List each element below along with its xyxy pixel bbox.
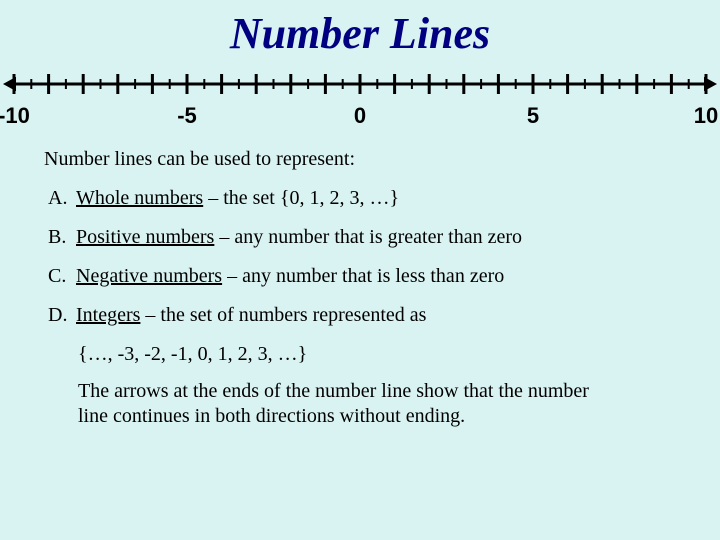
term-whole-numbers: Whole numbers bbox=[76, 187, 203, 209]
number-line: -10 -5 0 5 10 bbox=[0, 67, 720, 137]
definition-item-a: A. Whole numbers – the set {0, 1, 2, 3, … bbox=[48, 186, 676, 211]
definition-text: Whole numbers – the set {0, 1, 2, 3, …} bbox=[76, 186, 399, 211]
intro-text: Number lines can be used to represent: bbox=[44, 147, 676, 172]
definition-item-c: C. Negative numbers – any number that is… bbox=[48, 264, 676, 289]
axis-label: -10 bbox=[0, 103, 30, 129]
closing-text: The arrows at the ends of the number lin… bbox=[44, 379, 604, 429]
content-body: Number lines can be used to represent: A… bbox=[0, 137, 720, 429]
integers-set-text: {…, -3, -2, -1, 0, 1, 2, 3, …} bbox=[44, 342, 676, 367]
axis-label: 5 bbox=[527, 103, 539, 129]
definition-text: Integers – the set of numbers represente… bbox=[76, 303, 426, 328]
definition-item-b: B. Positive numbers – any number that is… bbox=[48, 225, 676, 250]
term-negative-numbers: Negative numbers bbox=[76, 265, 222, 287]
term-integers: Integers bbox=[76, 304, 140, 326]
definition-text: Negative numbers – any number that is le… bbox=[76, 264, 504, 289]
def-rest: – any number that is less than zero bbox=[222, 265, 504, 287]
def-rest: – any number that is greater than zero bbox=[214, 226, 522, 248]
axis-label: -5 bbox=[177, 103, 197, 129]
def-rest: – the set of numbers represented as bbox=[140, 304, 426, 326]
list-letter: D. bbox=[48, 303, 76, 328]
def-rest: – the set {0, 1, 2, 3, …} bbox=[203, 187, 399, 209]
list-letter: C. bbox=[48, 264, 76, 289]
number-line-svg bbox=[0, 67, 720, 101]
list-letter: A. bbox=[48, 186, 76, 211]
list-letter: B. bbox=[48, 225, 76, 250]
definition-item-d: D. Integers – the set of numbers represe… bbox=[48, 303, 676, 328]
definition-list: A. Whole numbers – the set {0, 1, 2, 3, … bbox=[44, 186, 676, 328]
axis-label: 10 bbox=[694, 103, 718, 129]
definition-text: Positive numbers – any number that is gr… bbox=[76, 225, 522, 250]
axis-label: 0 bbox=[354, 103, 366, 129]
term-positive-numbers: Positive numbers bbox=[76, 226, 214, 248]
page-title: Number Lines bbox=[0, 0, 720, 67]
